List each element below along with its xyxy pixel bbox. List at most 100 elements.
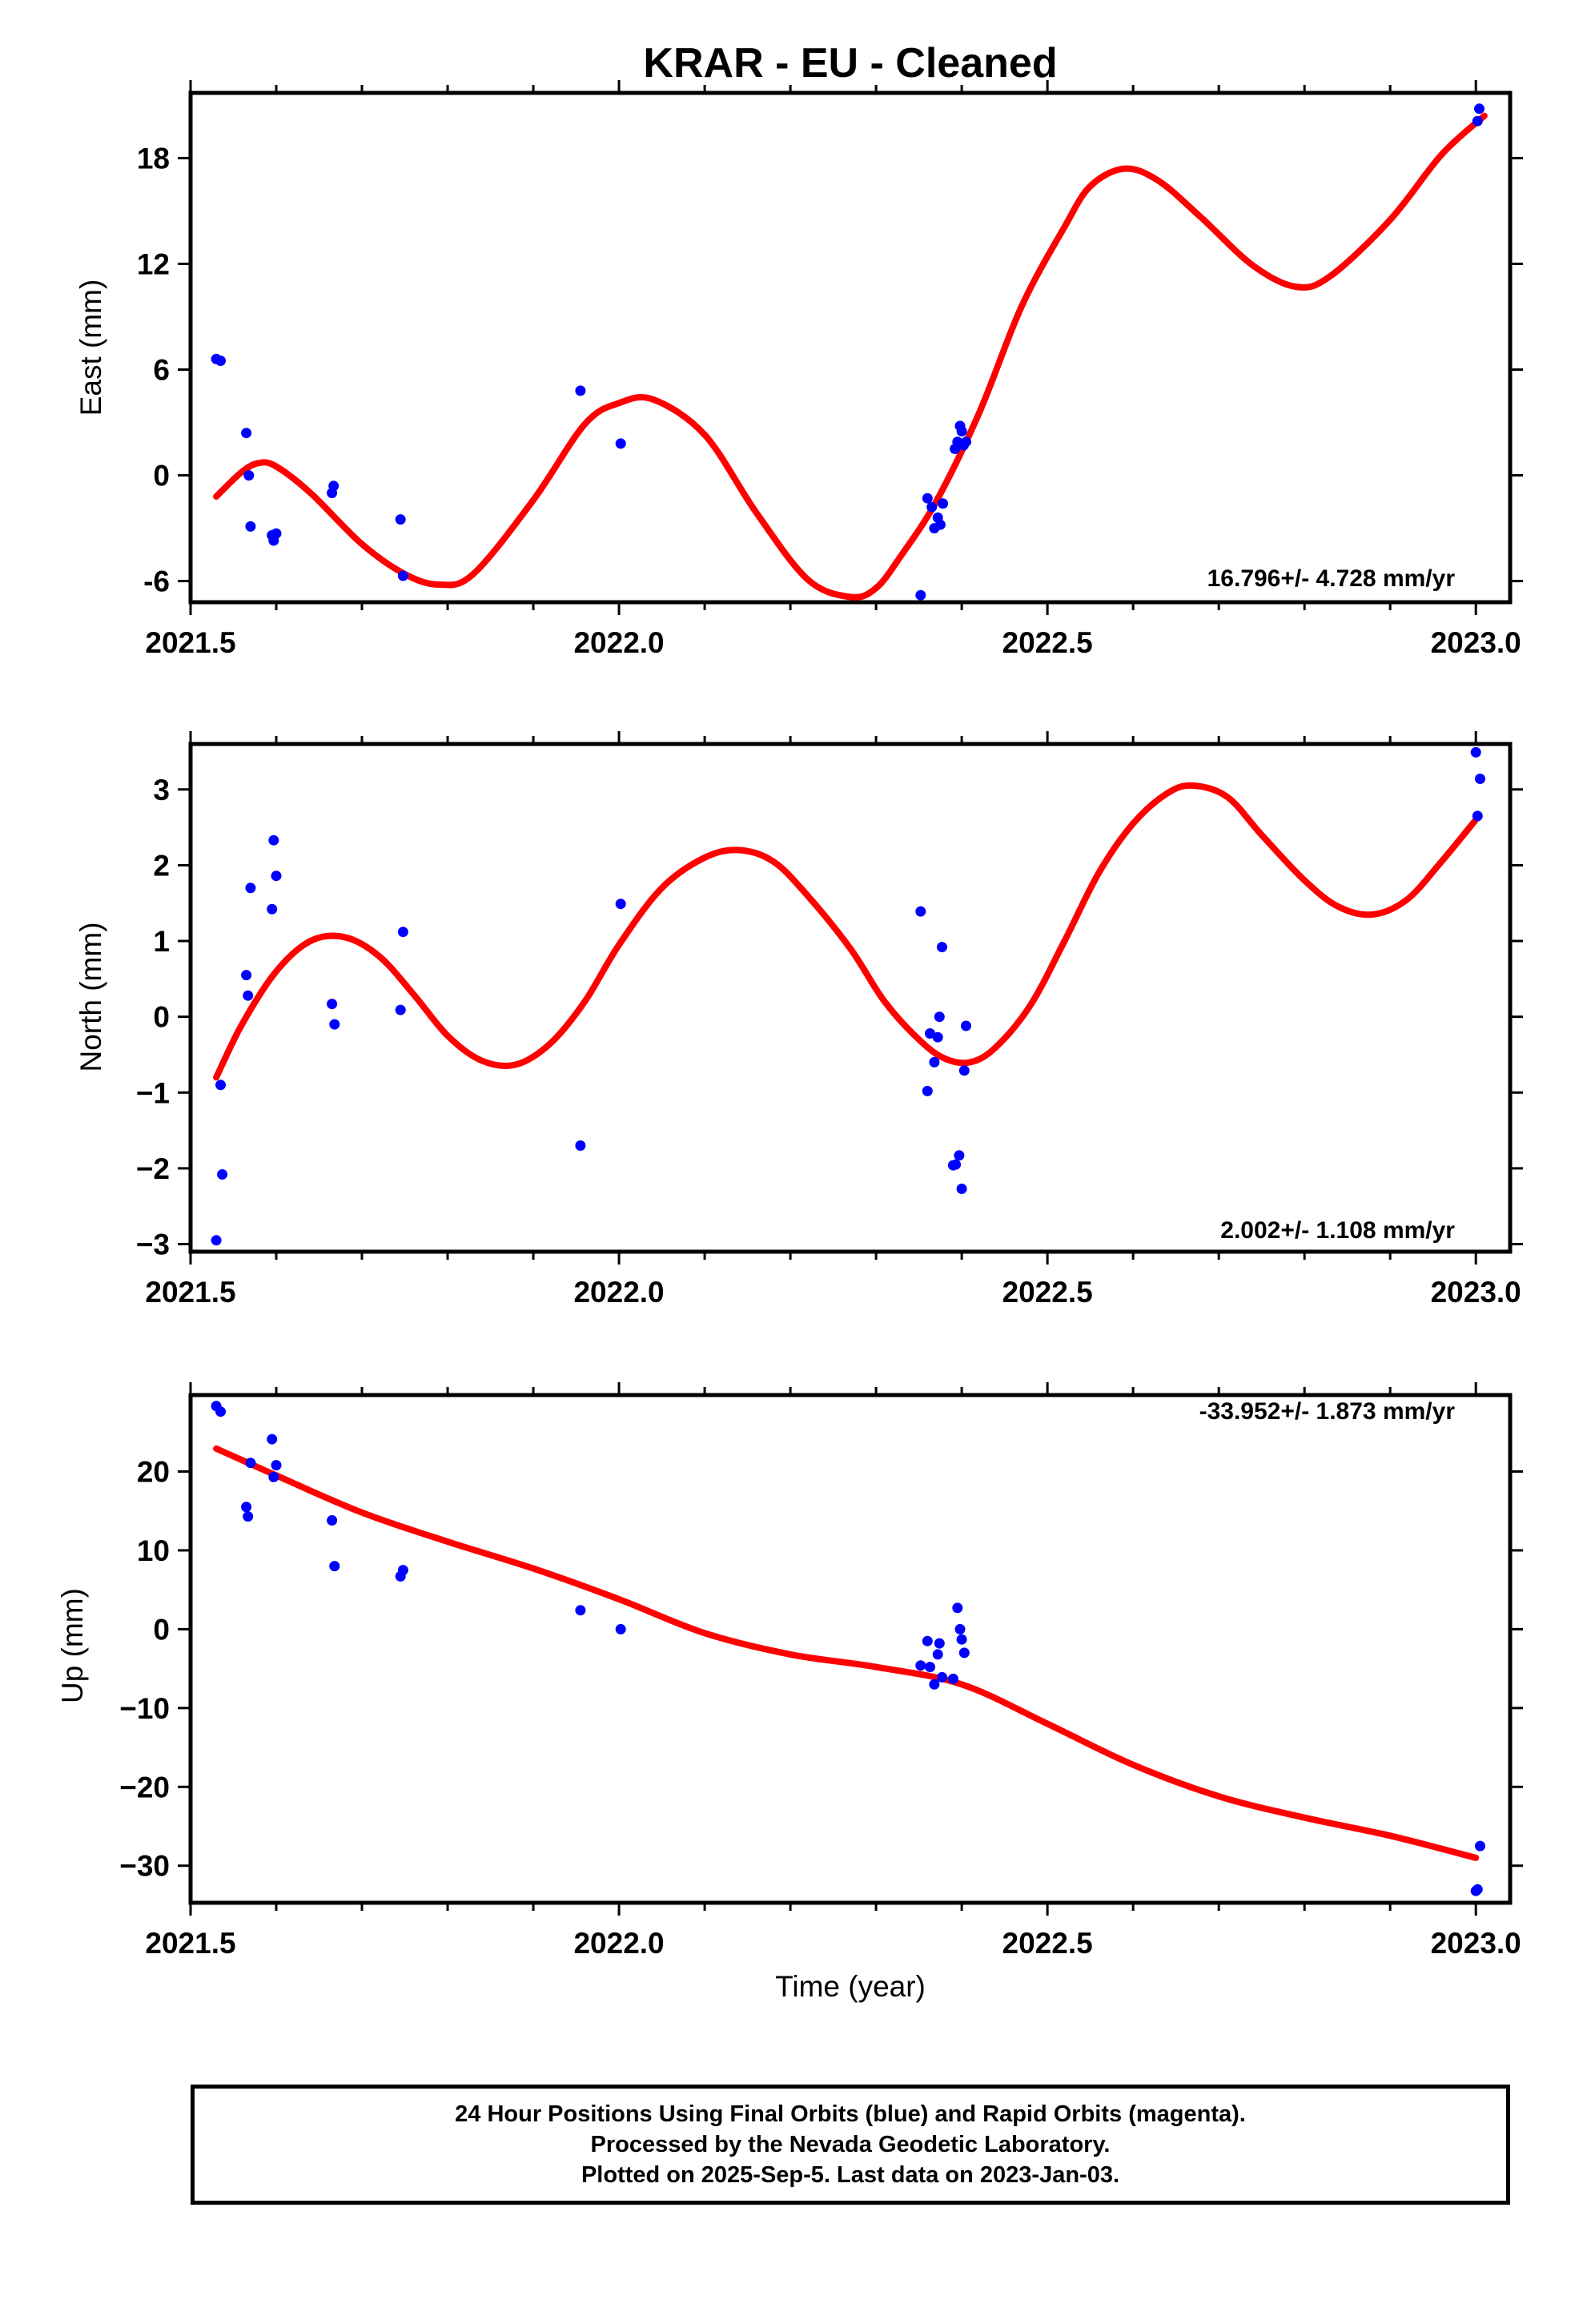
data-point-east — [934, 519, 946, 530]
data-point-north — [925, 1028, 935, 1039]
y-axis-label-north: North (mm) — [74, 922, 107, 1072]
plot-frame-up — [188, 1393, 1513, 1905]
x-tick-label-north: 2021.5 — [145, 1276, 235, 1309]
data-point-east — [1472, 115, 1483, 127]
data-point-north — [961, 1020, 971, 1031]
data-point-up — [947, 1673, 958, 1684]
footer-line-2: Processed by the Nevada Geodetic Laborat… — [590, 2132, 1111, 2157]
data-point-up — [329, 1561, 340, 1572]
data-point-up — [922, 1635, 933, 1647]
data-point-north — [956, 1184, 967, 1194]
y-tick-label-up: 0 — [153, 1613, 170, 1646]
data-point-north — [245, 883, 256, 894]
x-tick-label-east: 2022.0 — [573, 626, 664, 659]
data-point-north — [615, 899, 626, 910]
data-point-up — [397, 1565, 408, 1576]
data-point-up — [934, 1638, 945, 1649]
y-tick-label-north: 1 — [153, 925, 170, 958]
data-point-up — [268, 1471, 279, 1482]
plot-north: 2021.5 2022.0 2022.5 2023.0 −3 −2 −1 0 1 2 3 — [136, 731, 1523, 1309]
data-point-up — [271, 1460, 282, 1471]
panel-north: North (mm) 2.002+/- 1.108 mm/yr — [74, 922, 1455, 1244]
y-tick-label-up: −30 — [119, 1850, 170, 1883]
chart-title: KRAR - EU - Cleaned — [643, 40, 1057, 86]
data-point-north — [395, 1004, 406, 1015]
x-tick-label-up: 2022.5 — [1002, 1927, 1093, 1960]
data-point-east — [575, 385, 586, 396]
data-point-up — [575, 1605, 586, 1616]
x-axis-label: Time (year) — [775, 1970, 926, 2003]
y-tick-label-up: −20 — [119, 1771, 170, 1803]
plot-up: 2021.5 2022.0 2022.5 2023.0 −30 −20 −10 0 10 20 — [119, 1382, 1523, 1960]
data-point-north — [327, 999, 338, 1010]
fit-curve-east — [213, 112, 1488, 601]
data-point-north — [915, 906, 926, 917]
data-point-north — [271, 870, 282, 882]
y-axis-label-up: Up (mm) — [56, 1588, 89, 1703]
data-point-north — [1475, 774, 1485, 784]
y-tick-label-north: −1 — [136, 1076, 170, 1109]
footer-caption-box: 24 Hour Positions Using Final Orbits (bl… — [191, 2085, 1510, 2205]
y-tick-label-up: 20 — [137, 1455, 170, 1488]
data-point-up — [929, 1679, 940, 1690]
data-point-east — [215, 356, 226, 366]
data-point-north — [267, 903, 278, 915]
rate-label-east: 16.796+/- 4.728 mm/yr — [1207, 565, 1456, 592]
rate-label-up: -33.952+/- 1.873 mm/yr — [1199, 1398, 1456, 1425]
data-point-north — [215, 1080, 226, 1091]
data-point-east — [397, 570, 408, 581]
data-point-up — [243, 1511, 254, 1522]
data-point-north — [929, 1056, 940, 1068]
y-tick-label-east: -6 — [143, 565, 170, 598]
y-tick-label-east: 0 — [153, 460, 170, 493]
data-point-east — [615, 438, 626, 449]
data-point-east — [961, 436, 971, 448]
data-point-north — [1470, 746, 1481, 758]
x-tick-label-up: 2023.0 — [1431, 1927, 1521, 1960]
y-tick-label-north: 3 — [153, 774, 170, 806]
y-tick-label-north: 2 — [153, 849, 170, 882]
data-point-north — [958, 1065, 970, 1076]
data-point-east — [245, 521, 256, 532]
y-tick-label-east: 12 — [137, 247, 170, 280]
data-point-up — [615, 1623, 626, 1634]
data-point-north — [922, 1085, 933, 1096]
y-tick-label-north: −3 — [136, 1228, 170, 1261]
data-point-north — [937, 942, 947, 953]
x-tick-label-north: 2023.0 — [1431, 1276, 1521, 1309]
data-point-up — [915, 1660, 926, 1671]
plot-east: 2021.5 2022.0 2022.5 2023.0 -6 0 6 12 18 — [137, 80, 1523, 659]
x-tick-label-north: 2022.5 — [1002, 1276, 1093, 1309]
data-point-east — [1474, 103, 1485, 115]
data-point-north — [268, 834, 279, 846]
data-point-up — [267, 1433, 278, 1445]
fit-curve-north — [213, 782, 1480, 1081]
x-tick-label-up: 2022.0 — [573, 1927, 664, 1960]
data-point-up — [956, 1634, 967, 1645]
data-point-up — [937, 1671, 947, 1683]
data-point-up — [954, 1623, 966, 1634]
rate-label-north: 2.002+/- 1.108 mm/yr — [1220, 1217, 1455, 1244]
x-tick-label-north: 2022.0 — [573, 1276, 664, 1309]
data-point-east — [956, 426, 967, 436]
data-point-east — [926, 501, 938, 513]
y-tick-label-east: 18 — [137, 142, 170, 175]
data-point-north — [954, 1150, 965, 1161]
y-tick-label-up: 10 — [137, 1534, 170, 1567]
data-point-east — [243, 470, 255, 481]
x-tick-label-east: 2022.5 — [1002, 626, 1093, 659]
data-point-up — [241, 1502, 252, 1513]
data-point-up — [1472, 1884, 1483, 1895]
y-tick-label-north: 0 — [153, 1001, 170, 1034]
data-point-north — [934, 1011, 945, 1023]
data-point-east — [922, 493, 933, 504]
x-tick-label-up: 2021.5 — [145, 1927, 235, 1960]
y-tick-label-north: −2 — [136, 1152, 170, 1185]
data-point-north — [241, 970, 252, 981]
data-point-up — [925, 1662, 935, 1673]
footer-line-1: 24 Hour Positions Using Final Orbits (bl… — [455, 2101, 1246, 2127]
data-point-north — [950, 1159, 962, 1170]
y-tick-label-east: 6 — [153, 354, 170, 387]
data-point-east — [271, 528, 282, 539]
